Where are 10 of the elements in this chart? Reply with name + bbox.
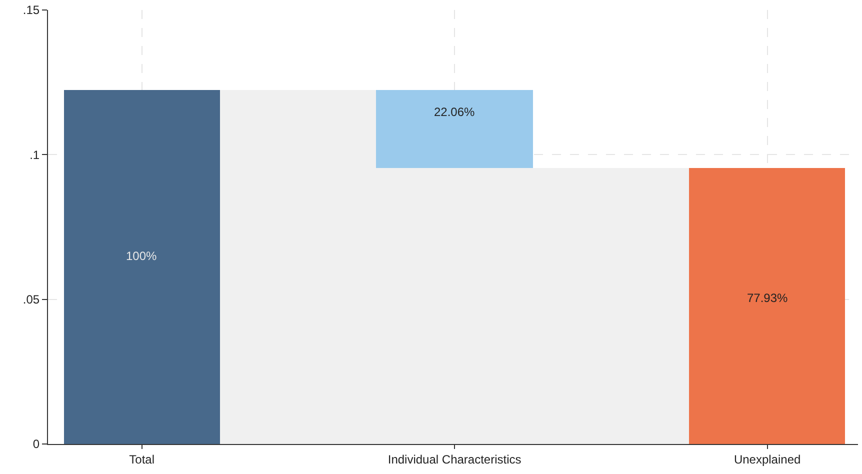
y-tick-label: .1 bbox=[30, 148, 40, 162]
annotation: 100% bbox=[126, 249, 158, 263]
x-tick-label: Total bbox=[129, 452, 154, 466]
x-tick-label: Unexplained bbox=[734, 452, 801, 466]
y-tick-label: .05 bbox=[22, 292, 40, 307]
y-tick-label: .15 bbox=[22, 3, 40, 18]
annotation: 77.93% bbox=[747, 291, 788, 305]
annotation: 22.06% bbox=[434, 105, 476, 119]
x-tick-label: Individual Characteristics bbox=[388, 452, 522, 466]
y-tick-label: 0 bbox=[32, 437, 40, 452]
